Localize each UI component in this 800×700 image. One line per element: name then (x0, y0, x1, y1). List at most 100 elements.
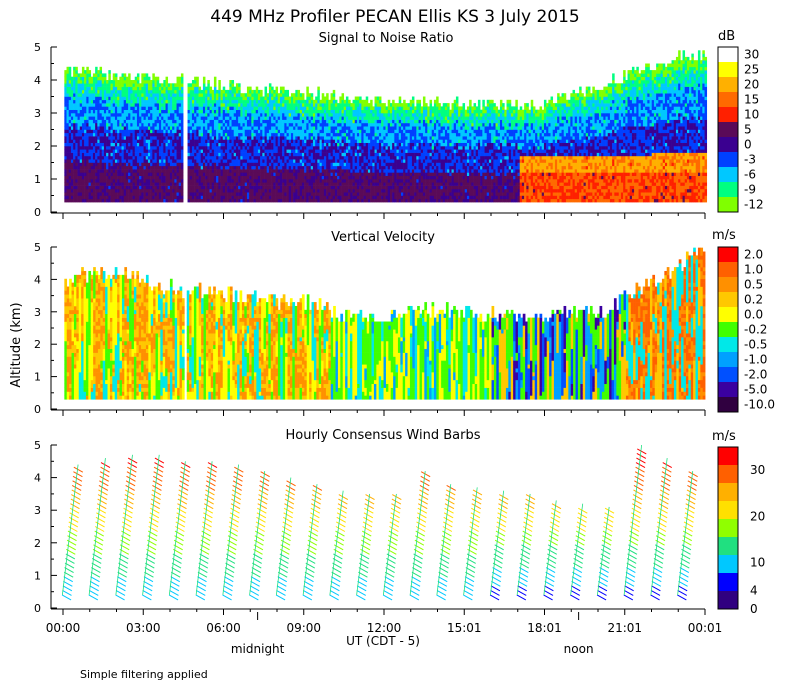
snr-cell (84, 169, 87, 173)
snr-cell (189, 152, 193, 157)
snr-cell (99, 169, 103, 173)
snr-cell (194, 126, 197, 130)
snr-cell (119, 83, 122, 87)
snr-cell (147, 96, 151, 101)
snr-cell (264, 139, 268, 143)
snr-cell (271, 188, 274, 193)
snr-cell (121, 99, 125, 104)
snr-cell (134, 155, 138, 160)
snr-cell (337, 113, 340, 117)
snr-cell (235, 192, 239, 196)
snr-cell (132, 182, 136, 186)
snr-cell (257, 169, 261, 173)
snr-cell (275, 109, 279, 114)
snr-cell (119, 182, 122, 186)
snr-cell (191, 129, 195, 134)
snr-cell (213, 172, 217, 176)
snr-cell (211, 182, 215, 186)
snr-cell (334, 162, 338, 167)
snr-cell (139, 142, 142, 147)
snr-cell (332, 119, 336, 124)
snr-cell (123, 76, 127, 81)
snr-cell (260, 129, 263, 134)
snr-cell (268, 162, 272, 167)
snr-cell (240, 179, 243, 183)
snr-cell (64, 89, 67, 94)
snr-cell (128, 86, 131, 91)
snr-cell (238, 142, 241, 147)
snr-cell (117, 146, 120, 150)
snr-cell (374, 198, 378, 203)
snr-cell (345, 159, 349, 163)
snr-cell (123, 192, 127, 196)
snr-cell (114, 73, 118, 77)
snr-cell (194, 93, 197, 97)
snr-cell (345, 162, 349, 167)
snr-cell (363, 179, 367, 183)
snr-cell (68, 103, 72, 107)
snr-cell (282, 99, 285, 104)
snr-cell (79, 89, 83, 94)
snr-cell (176, 169, 180, 173)
snr-cell (141, 146, 144, 150)
snr-cell (200, 126, 204, 130)
snr-cell (354, 165, 358, 170)
snr-cell (341, 109, 345, 114)
snr-cell (81, 132, 85, 137)
snr-cell (279, 103, 283, 107)
snr-cell (224, 179, 228, 183)
snr-cell (64, 162, 67, 167)
snr-cell (141, 73, 144, 77)
snr-cell (200, 139, 204, 143)
snr-cell (174, 146, 177, 150)
snr-cell (99, 179, 103, 183)
snr-cell (299, 96, 303, 101)
snr-cell (227, 182, 230, 186)
snr-cell (365, 126, 369, 130)
snr-cell (81, 113, 85, 117)
snr-cell (220, 146, 224, 150)
snr-cell (66, 172, 70, 176)
snr-cell (299, 136, 303, 140)
snr-cell (288, 149, 292, 153)
snr-cell (334, 185, 338, 190)
snr-cell (354, 175, 358, 180)
snr-cell (97, 179, 100, 183)
snr-cell (372, 169, 375, 173)
snr-cell (260, 96, 263, 101)
snr-cell (200, 188, 204, 193)
snr-cell (246, 132, 250, 137)
snr-cell (326, 192, 329, 196)
snr-cell (117, 96, 120, 101)
snr-cell (253, 136, 257, 140)
snr-cell (139, 99, 142, 104)
snr-cell (207, 119, 210, 124)
snr-cell (125, 76, 129, 81)
snr-cell (354, 139, 358, 143)
snr-cell (108, 192, 111, 196)
snr-cell (143, 103, 147, 107)
snr-cell (64, 139, 67, 143)
snr-cell (178, 132, 182, 137)
snr-cell (235, 103, 239, 107)
snr-cell (350, 142, 353, 147)
snr-cell (323, 172, 327, 176)
snr-cell (262, 142, 265, 147)
snr-cell (194, 175, 197, 180)
snr-cell (295, 113, 298, 117)
snr-cell (370, 109, 373, 114)
snr-cell (110, 113, 114, 117)
snr-cell (220, 159, 224, 163)
snr-cell (97, 152, 100, 157)
snr-cell (156, 136, 160, 140)
snr-cell (112, 152, 116, 157)
snr-cell (97, 103, 100, 107)
snr-cell (88, 159, 92, 163)
snr-cell (156, 119, 160, 124)
snr-cell (213, 146, 217, 150)
snr-cell (176, 192, 180, 196)
snr-cell (145, 175, 149, 180)
snr-cell (99, 198, 103, 203)
snr-cell (211, 146, 215, 150)
snr-cell (304, 162, 307, 167)
